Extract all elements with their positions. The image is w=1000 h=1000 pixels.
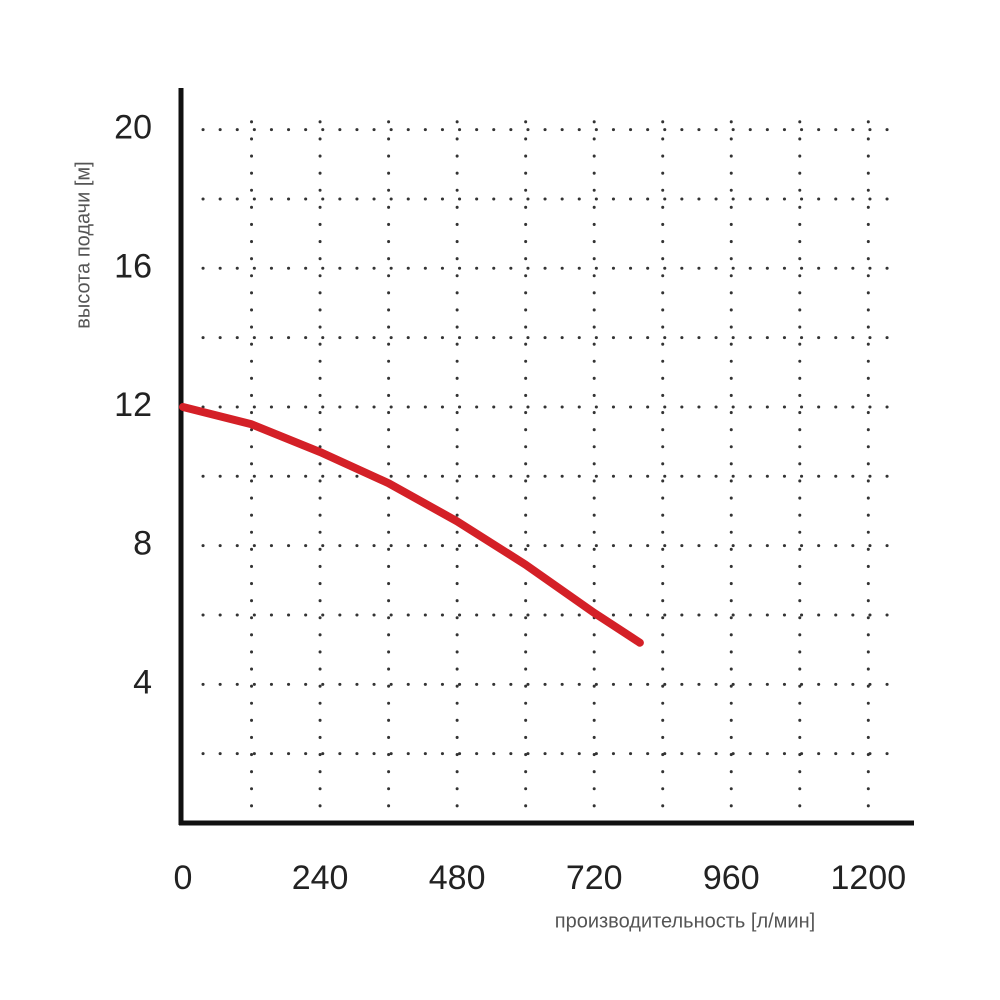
y-tick-label: 16 xyxy=(114,247,152,285)
x-tick-label: 0 xyxy=(174,859,193,897)
y-tick-label: 8 xyxy=(133,525,152,563)
x-tick-label: 720 xyxy=(566,859,623,897)
y-axis-title: высота подачи [м] xyxy=(72,161,94,328)
curve xyxy=(179,402,644,647)
y-tick-label: 4 xyxy=(133,663,152,701)
x-axis-title: производительность [л/мин] xyxy=(555,910,815,932)
x-tick-label: 240 xyxy=(292,859,349,897)
y-tick-label: 12 xyxy=(114,386,152,424)
x-tick-label: 480 xyxy=(429,859,486,897)
x-tick-label: 960 xyxy=(703,859,760,897)
x-tick-label: 1200 xyxy=(830,859,906,897)
y-tick-label: 20 xyxy=(114,109,152,147)
